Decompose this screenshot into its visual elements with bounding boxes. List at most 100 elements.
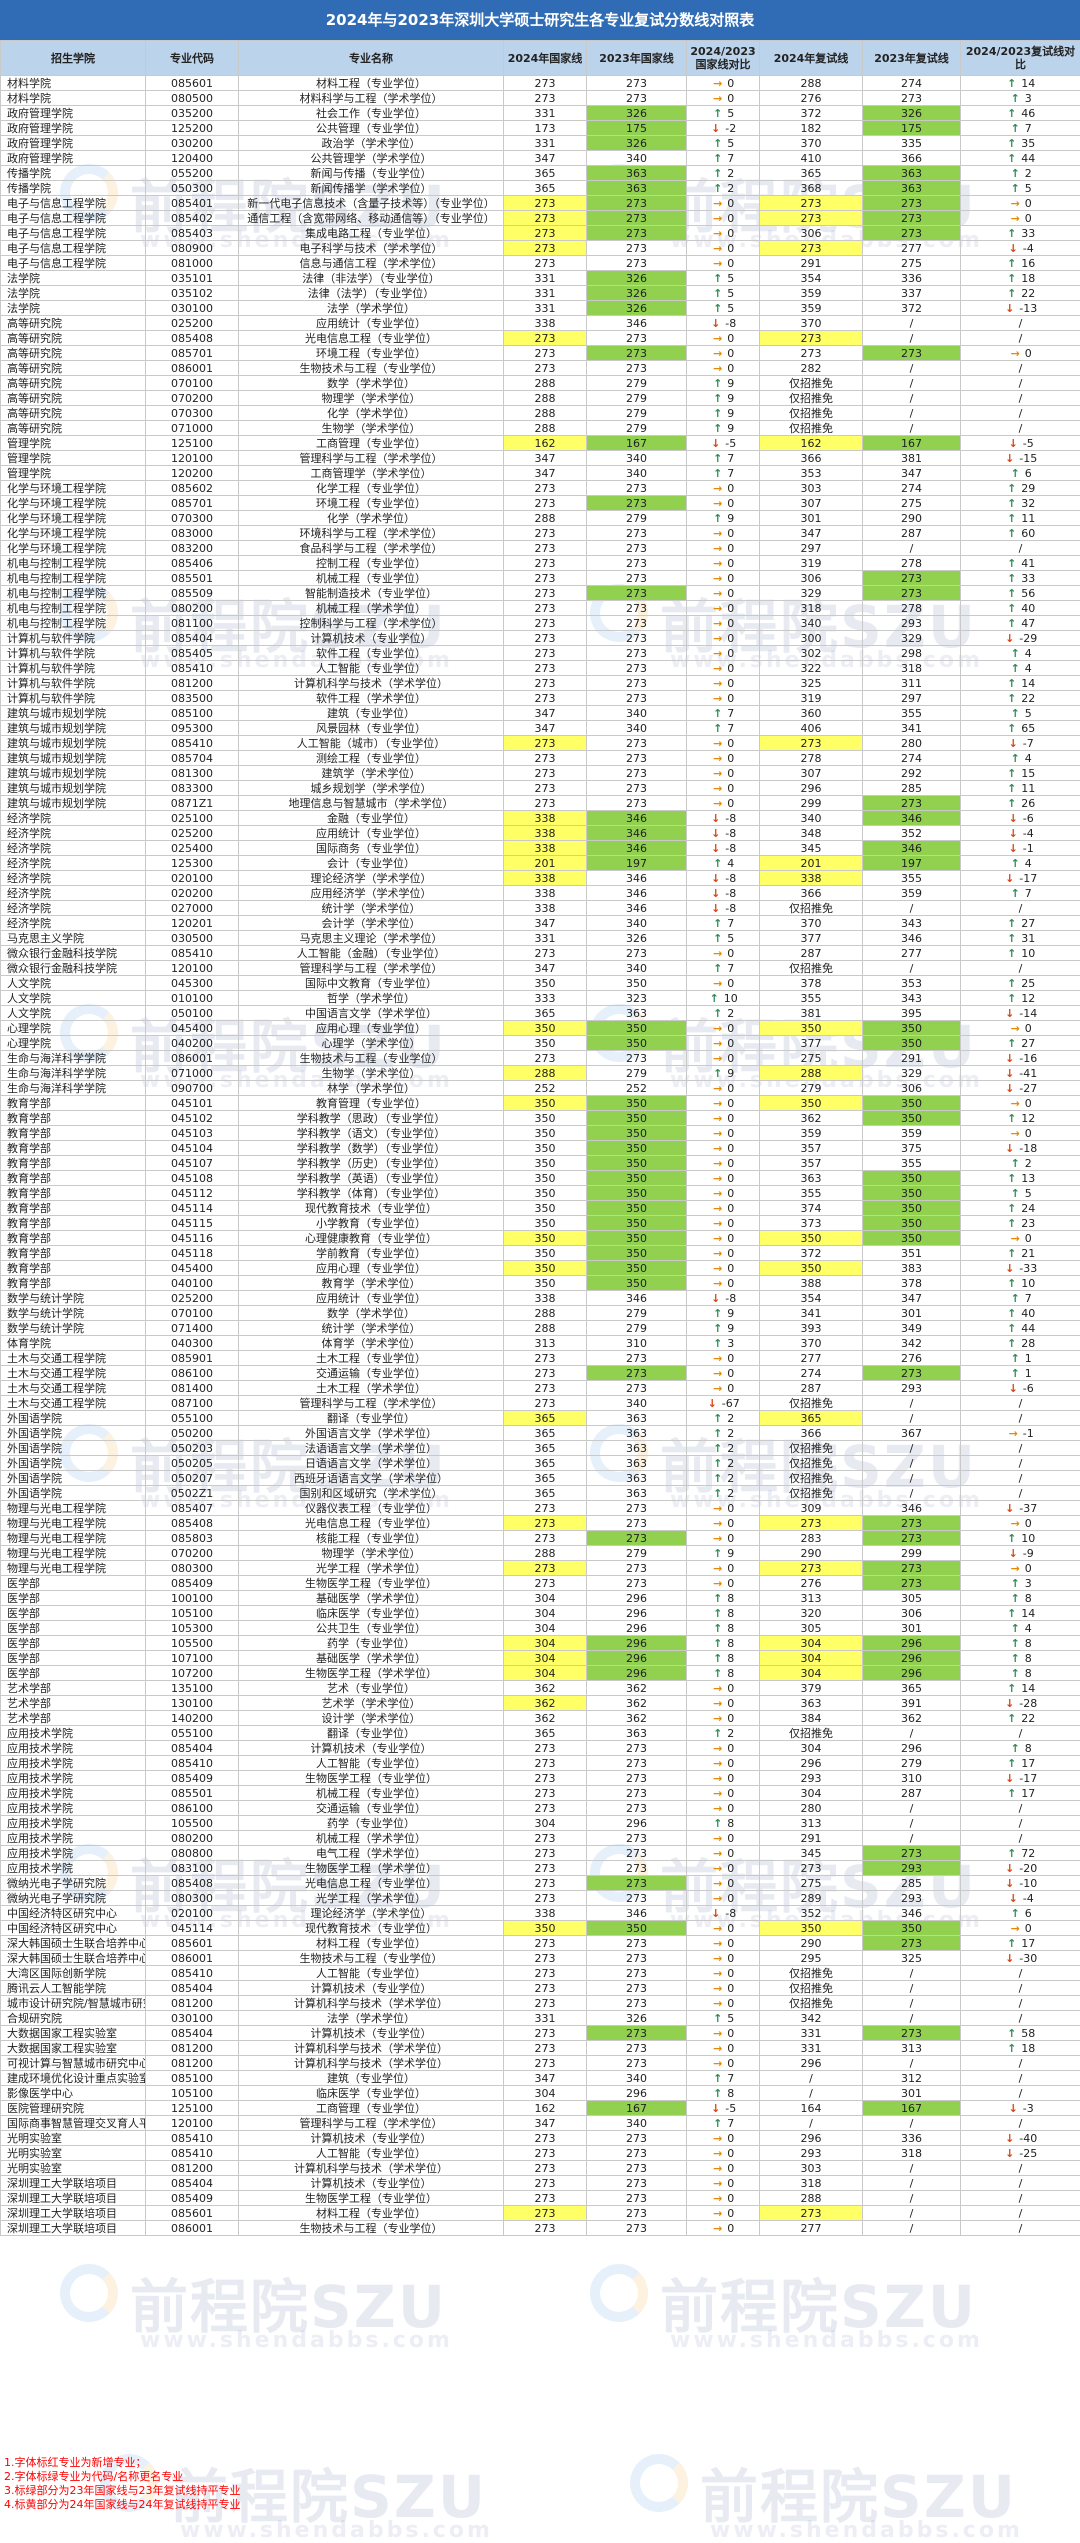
table-cell: 273 bbox=[760, 241, 863, 256]
table-cell: 345 bbox=[760, 1846, 863, 1861]
table-cell: 建成环境优化设计重点实验室 bbox=[1, 2071, 146, 2086]
table-cell: ↑ 2 bbox=[687, 1471, 760, 1486]
table-cell: ↑ 9 bbox=[687, 1066, 760, 1081]
table-cell: ↓ -5 bbox=[961, 436, 1080, 451]
table-cell: 395 bbox=[863, 1006, 961, 1021]
table-cell: 350 bbox=[587, 1231, 687, 1246]
table-cell: 290 bbox=[863, 511, 961, 526]
arrow-up-icon: ↑ bbox=[712, 857, 724, 870]
table-cell: 201 bbox=[760, 856, 863, 871]
table-cell: 法律（法学）（专业学位） bbox=[239, 286, 504, 301]
table-cell: 艺术学部 bbox=[1, 1696, 146, 1711]
table-cell: ↑ 4 bbox=[687, 856, 760, 871]
table-cell: / bbox=[863, 1396, 961, 1411]
table-cell: 085410 bbox=[146, 946, 239, 961]
diff-value: 32 bbox=[1018, 497, 1036, 510]
table-cell: 应用技术学院 bbox=[1, 1786, 146, 1801]
arrow-up-icon: ↑ bbox=[712, 392, 724, 405]
table-cell: 273 bbox=[863, 91, 961, 106]
table-cell: / bbox=[863, 961, 961, 976]
table-cell: 370 bbox=[760, 316, 863, 331]
diff-value: 0 bbox=[724, 1532, 735, 1545]
table-cell: 346 bbox=[587, 1291, 687, 1306]
table-cell: 030500 bbox=[146, 931, 239, 946]
table-cell: 080200 bbox=[146, 601, 239, 616]
table-cell: ↑ 7 bbox=[687, 706, 760, 721]
table-cell: ↑ 5 bbox=[961, 1186, 1080, 1201]
table-cell: 273 bbox=[863, 226, 961, 241]
table-cell: 277 bbox=[760, 2221, 863, 2236]
arrow-right-icon: → bbox=[712, 1742, 724, 1755]
table-cell: ↑ 2 bbox=[687, 1426, 760, 1441]
table-cell: 仅招推免 bbox=[760, 901, 863, 916]
arrow-down-icon: ↓ bbox=[1007, 437, 1019, 450]
table-cell: 279 bbox=[587, 511, 687, 526]
table-cell: 340 bbox=[587, 451, 687, 466]
diff-value: -17 bbox=[1016, 872, 1037, 885]
arrow-up-icon: ↑ bbox=[1009, 887, 1021, 900]
table-cell: 273 bbox=[587, 1951, 687, 1966]
table-cell: 材料科学与工程（学术学位） bbox=[239, 91, 504, 106]
table-cell: ↓ -17 bbox=[961, 871, 1080, 886]
table-cell: 深圳理工大学联培项目 bbox=[1, 2221, 146, 2236]
diff-value: 9 bbox=[724, 1307, 735, 1320]
table-cell: 296 bbox=[760, 2131, 863, 2146]
arrow-up-icon: ↑ bbox=[712, 1622, 724, 1635]
table-cell: 273 bbox=[587, 1351, 687, 1366]
table-cell: 377 bbox=[760, 1036, 863, 1051]
table-cell: ↑ 10 bbox=[961, 1276, 1080, 1291]
table-cell: 296 bbox=[760, 1756, 863, 1771]
diff-value: 7 bbox=[724, 452, 735, 465]
arrow-up-icon: ↑ bbox=[712, 422, 724, 435]
table-cell: ↑ 2 bbox=[687, 1726, 760, 1741]
table-cell: 273 bbox=[504, 1351, 587, 1366]
table-cell: 可视计算与智慧城市研究中心 bbox=[1, 2056, 146, 2071]
table-cell: / bbox=[961, 1441, 1080, 1456]
table-cell: 273 bbox=[863, 1366, 961, 1381]
table-cell: 教育学部 bbox=[1, 1246, 146, 1261]
arrow-up-icon: ↑ bbox=[1006, 2027, 1018, 2040]
table-cell: 电子与信息工程学院 bbox=[1, 256, 146, 271]
table-cell: 367 bbox=[863, 1426, 961, 1441]
table-cell: 346 bbox=[863, 1906, 961, 1921]
table-cell: 教育学部 bbox=[1, 1096, 146, 1111]
table-cell: 273 bbox=[863, 2026, 961, 2041]
table-cell: 350 bbox=[587, 1261, 687, 1276]
watermark-url: www.shendabbs.com bbox=[710, 2518, 1023, 2543]
diff-value: 0 bbox=[724, 1172, 735, 1185]
table-cell: 会计学（学术学位） bbox=[239, 916, 504, 931]
table-cell: ↑ 9 bbox=[687, 391, 760, 406]
table-cell: 基础医学（学术学位） bbox=[239, 1591, 504, 1606]
table-cell: ↑ 3 bbox=[961, 91, 1080, 106]
arrow-down-icon: ↓ bbox=[1007, 842, 1019, 855]
table-cell: 深大韩国硕士生联合培养中心 bbox=[1, 1936, 146, 1951]
table-cell: → 0 bbox=[687, 1051, 760, 1066]
diff-value: 0 bbox=[724, 587, 735, 600]
table-cell: 363 bbox=[587, 1441, 687, 1456]
table-cell: 273 bbox=[504, 946, 587, 961]
table-cell: 273 bbox=[504, 2131, 587, 2146]
table-cell: / bbox=[961, 1486, 1080, 1501]
arrow-right-icon: → bbox=[712, 632, 724, 645]
table-cell: ↑ 7 bbox=[687, 2071, 760, 2086]
table-cell: 347 bbox=[760, 526, 863, 541]
table-cell: ↑ 5 bbox=[687, 931, 760, 946]
table-cell: / bbox=[863, 1831, 961, 1846]
table-cell: → 0 bbox=[687, 1246, 760, 1261]
arrow-right-icon: → bbox=[712, 737, 724, 750]
table-cell: → 0 bbox=[961, 1561, 1080, 1576]
table-cell: 307 bbox=[760, 496, 863, 511]
diff-value: 8 bbox=[724, 1607, 735, 1620]
table-cell: 081000 bbox=[146, 256, 239, 271]
table-cell: 物理与光电工程学院 bbox=[1, 1531, 146, 1546]
table-cell: 309 bbox=[760, 1501, 863, 1516]
table-cell: 120100 bbox=[146, 451, 239, 466]
